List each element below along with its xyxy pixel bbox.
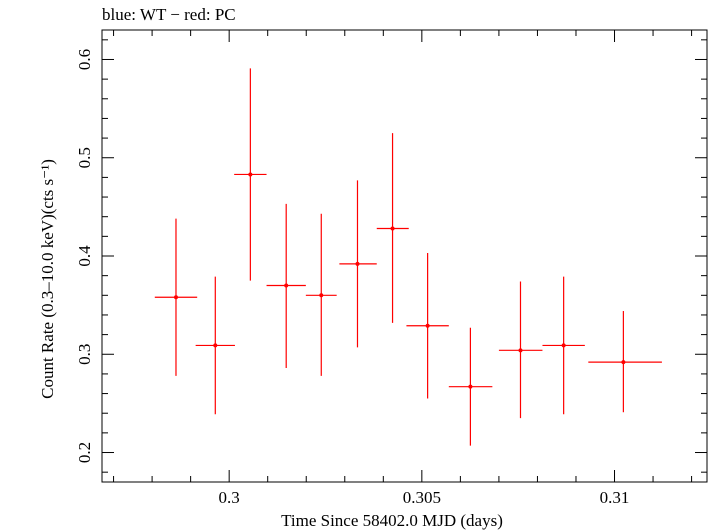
data-marker [213, 343, 218, 348]
y-tick-label: 0.6 [75, 49, 94, 70]
data-point [406, 253, 449, 399]
data-marker [468, 384, 473, 389]
data-point [448, 327, 493, 446]
plot-frame [101, 29, 708, 483]
data-marker [248, 172, 253, 177]
data-point [195, 276, 235, 415]
chart-title: blue: WT − red: PC [102, 5, 236, 24]
data-point [339, 180, 377, 348]
data-marker [355, 261, 360, 266]
data-marker [425, 323, 430, 328]
y-tick-labels: 0.2 0.3 0.4 0.5 0.6 [75, 49, 94, 463]
data-point [154, 218, 198, 376]
x-tick-label: 0.305 [403, 488, 441, 507]
y-tick-label: 0.3 [75, 344, 94, 365]
data-marker [319, 293, 324, 298]
data-point [376, 133, 409, 323]
data-marker [518, 348, 523, 353]
x-tick-label: 0.31 [600, 488, 630, 507]
data-marker [284, 283, 289, 288]
data-point [305, 213, 337, 376]
data-point [266, 203, 306, 369]
data-marker [561, 343, 566, 348]
data-point [234, 68, 267, 281]
data-marker [621, 360, 626, 365]
y-tick-label: 0.5 [75, 147, 94, 168]
tick-marks [102, 30, 707, 482]
x-axis-label: Time Since 58402.0 MJD (days) [281, 511, 503, 530]
data-point [542, 276, 585, 415]
y-axis-label: Count Rate (0.3–10.0 keV)(cts s⁻¹) [38, 159, 57, 399]
data-marker [173, 295, 178, 300]
data-points [154, 68, 662, 446]
data-point [498, 281, 543, 419]
x-tick-label: 0.3 [219, 488, 240, 507]
data-point [588, 311, 662, 413]
y-tick-label: 0.4 [75, 245, 94, 267]
data-marker [390, 226, 395, 231]
y-tick-label: 0.2 [75, 442, 94, 463]
x-tick-labels: 0.3 0.305 0.31 [219, 488, 630, 507]
